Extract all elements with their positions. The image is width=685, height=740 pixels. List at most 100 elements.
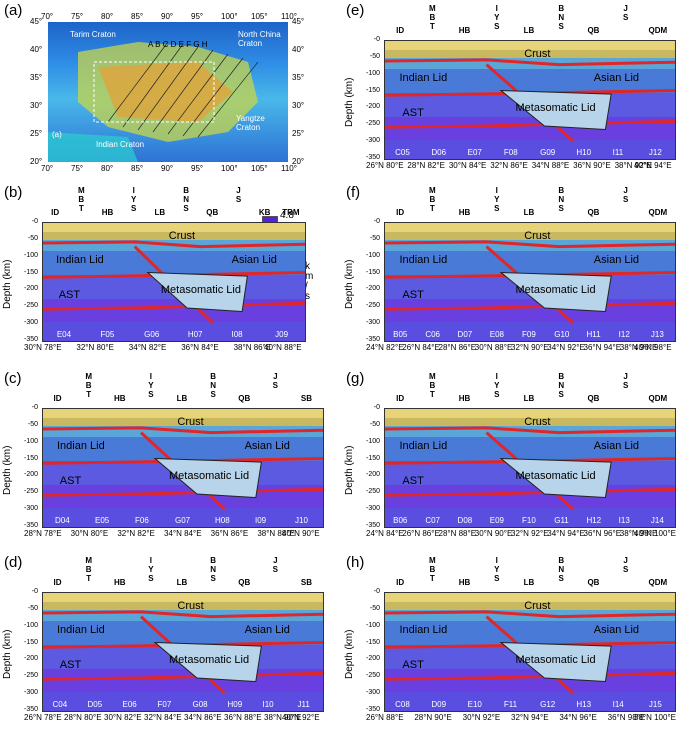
lon-tick: 95° [191,12,204,21]
boundary-line [43,641,323,649]
boundary-line [43,610,323,619]
x-tick: 26°N 84°E [402,343,440,352]
panel-label: (f) [346,184,361,201]
depth-tick: -100 [365,437,380,445]
depth-tick: -150 [365,638,380,646]
terrane-label: ID [53,578,62,587]
lon-tick: 110° [281,164,297,173]
velocity-band [385,232,675,240]
panel-c: (c) ID M B T HB I Y S LB B N S QB J S SB Crust Indi… [0,368,330,556]
station-label: D09 [431,700,447,709]
panel-label: (d) [4,554,23,571]
panel-label: (b) [4,184,23,201]
x-tick: 32°N 86°E [490,161,528,170]
station-label: D08 [457,516,473,525]
velocity-band [43,409,323,419]
depth-tick: -200 [365,285,380,293]
metasomatic-lid-label: Metasomatic Lid [515,654,596,667]
terrane-label: ID [396,394,405,403]
x-tick: 28°N 78°E [24,529,62,538]
station-label: I09 [255,516,267,525]
terrane-label: SB [300,578,312,587]
station-label: G07 [175,516,191,525]
station-label: C05 [395,148,410,157]
boundary-line [385,119,675,129]
depth-tick: -50 [369,52,380,60]
terrane-label: ID [396,208,405,217]
velocity-band [43,418,323,426]
x-tick: 32°N 94°E [511,713,549,722]
station-label: E04 [56,330,72,339]
x-tick: 34°N 84°E [164,529,202,538]
inset-label: (a) [52,130,62,139]
depth-tick: -150 [365,268,380,276]
station-label: J13 [650,330,664,339]
station-label: I13 [618,516,630,525]
depth-tick: -100 [23,621,38,629]
depth-tick: -100 [23,251,38,259]
velocity-band [385,437,675,461]
station-label: D04 [55,516,70,525]
x-tick: 36°N 96°E [583,529,622,538]
lat-tick: 20° [292,157,305,166]
terrane-label: M B T [428,556,436,583]
station-label: H08 [215,516,230,525]
lon-tick: 75° [71,164,84,173]
depth-tick: -200 [365,655,380,663]
station-label: J09 [275,330,289,339]
x-tick: 34°N 92°E [547,343,585,352]
lon-tick: 95° [191,164,204,173]
crust-label: Crust [524,48,551,61]
terrane-label: J S [622,4,629,22]
terrane-label: B N S [210,556,216,583]
lon-tick: 85° [131,12,144,21]
terrain-overlay [48,41,259,162]
depth-tick: -200 [23,285,38,293]
depth-tick: -300 [23,689,38,697]
depth-tick: -300 [365,319,380,327]
x-tick: 34°N 94°E [547,529,585,538]
terrane-label: I Y S [494,372,500,399]
station-label: C06 [425,330,441,339]
terrane-label: J S [235,186,242,204]
station-label: H11 [586,330,601,339]
x-tick: 40°N 100°E [634,529,676,538]
depth-tick: -150 [23,638,38,646]
depth-tick: -350 [23,522,38,529]
depth-tick: -250 [365,488,380,496]
terrane-label: KB [258,208,271,217]
crust-label: Crust [524,230,551,243]
colorbar-tick: 4.8 [280,210,294,221]
indian-lid-label: Indian Lid [399,253,448,266]
terrane-label: J S [272,556,278,574]
x-tick: 40°N 98°E [634,343,672,352]
terrane-label: I Y S [494,556,500,583]
depth-tick: -50 [27,234,38,242]
y-axis-title: Depth (km) [344,629,355,679]
boundary-line [43,671,323,681]
boundary-line [43,301,305,311]
x-tick: 36°N 84°E [181,343,219,352]
velocity-band [385,418,675,426]
x-tick: 36°N 88°E [224,713,262,722]
metasomatic-lid-label: Metasomatic Lid [515,284,596,297]
boundary-line [385,487,675,497]
depth-tick: -50 [369,420,380,428]
velocity-band [43,692,323,711]
velocity-band [385,602,675,610]
x-tick: 30°N 90°E [474,529,513,538]
depth-tick: -250 [365,120,380,128]
terrane-label: LB [523,578,535,587]
metasomatic-lid-body [153,642,262,683]
terrane-label: QB [587,394,600,403]
terrane-label: LB [523,26,535,35]
terrane-label: B N S [558,4,565,31]
north-china-craton-label: North China Craton [238,30,281,48]
station-label: F10 [522,516,536,525]
metasomatic-lid-body [153,458,262,499]
depth-tick: -100 [365,621,380,629]
metasomatic-lid-body [146,272,248,313]
lon-tick: 100° [221,164,238,173]
terrane-label: HB [458,208,471,217]
x-tick: 40°N 92°E [282,713,320,722]
